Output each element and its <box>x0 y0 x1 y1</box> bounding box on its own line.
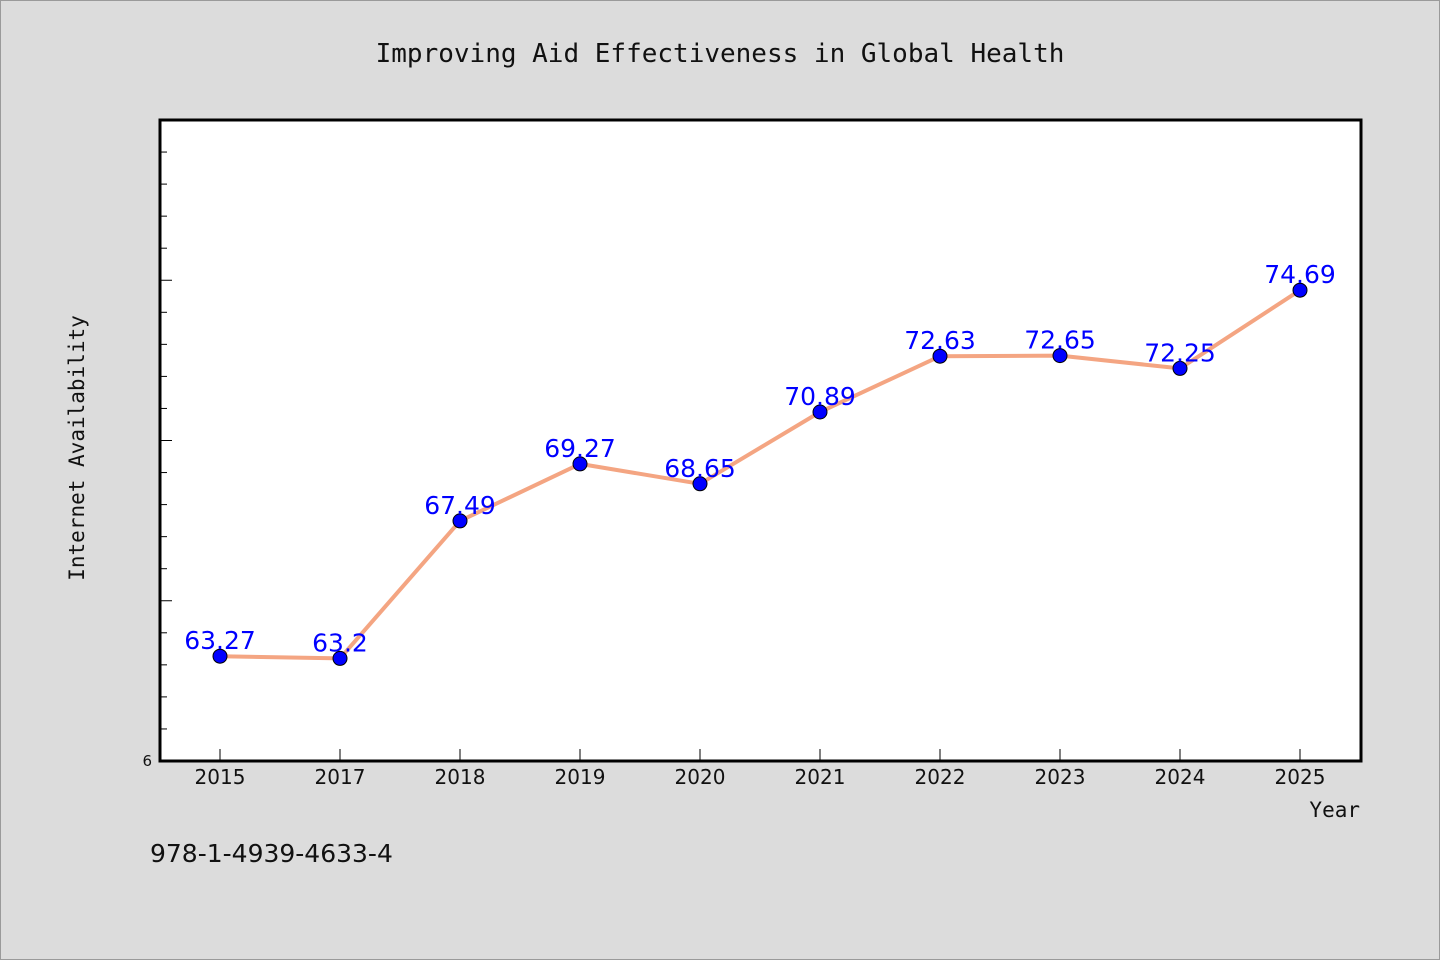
x-tick-label: 2018 <box>435 765 486 789</box>
x-tick-label: 2024 <box>1155 765 1206 789</box>
data-value-label: 67.49 <box>424 491 496 520</box>
x-axis-ticks: 2015 2017 2018 2019 2020 2021 2022 2023 2024 2025 <box>195 749 1326 789</box>
data-point-marker <box>692 476 708 492</box>
data-value-label: 63.2 <box>312 628 368 657</box>
series-line-group <box>218 288 1302 661</box>
series-line <box>218 288 1302 661</box>
data-point-marker <box>452 513 468 529</box>
data-point-marker <box>332 650 348 666</box>
data-labels: 63.27 63.2 67.49 69.27 68.65 70.89 72.63 72.65 7… <box>184 260 1336 657</box>
y-axis-ticks <box>160 151 172 762</box>
x-axis-title: Year <box>1309 798 1360 822</box>
data-value-label: 69.27 <box>544 434 616 463</box>
chart-title: Improving Aid Effectiveness in Global He… <box>376 39 1065 69</box>
data-point-marker <box>212 648 228 664</box>
data-value-label: 70.89 <box>784 382 856 411</box>
data-value-label: 63.27 <box>184 626 256 655</box>
data-value-label: 68.65 <box>664 454 736 483</box>
data-point-marker <box>1292 282 1308 298</box>
y-tick-label: 6 <box>142 752 152 770</box>
data-value-label: 72.65 <box>1024 326 1096 355</box>
data-point-marker <box>1052 348 1068 364</box>
x-tick-label: 2020 <box>675 765 726 789</box>
x-tick-label: 2019 <box>555 765 606 789</box>
y-axis-title: Internet Availability <box>65 315 89 581</box>
data-value-label: 72.25 <box>1144 338 1216 367</box>
plot-area <box>158 118 1363 763</box>
x-tick-label: 2015 <box>195 765 246 789</box>
data-point-marker <box>812 404 828 420</box>
x-tick-label: 2021 <box>795 765 846 789</box>
data-point-marker <box>572 456 588 472</box>
data-point-marker <box>1172 360 1188 376</box>
data-value-label: 72.63 <box>904 326 976 355</box>
x-tick-label: 2017 <box>315 765 366 789</box>
x-tick-label: 2025 <box>1275 765 1326 789</box>
data-point-marker <box>932 348 948 364</box>
x-tick-label: 2023 <box>1035 765 1086 789</box>
footnote-isbn: 978-1-4939-4633-4 <box>150 839 393 868</box>
data-value-label: 74.69 <box>1264 260 1336 289</box>
x-tick-label: 2022 <box>915 765 966 789</box>
data-markers <box>212 282 1308 666</box>
